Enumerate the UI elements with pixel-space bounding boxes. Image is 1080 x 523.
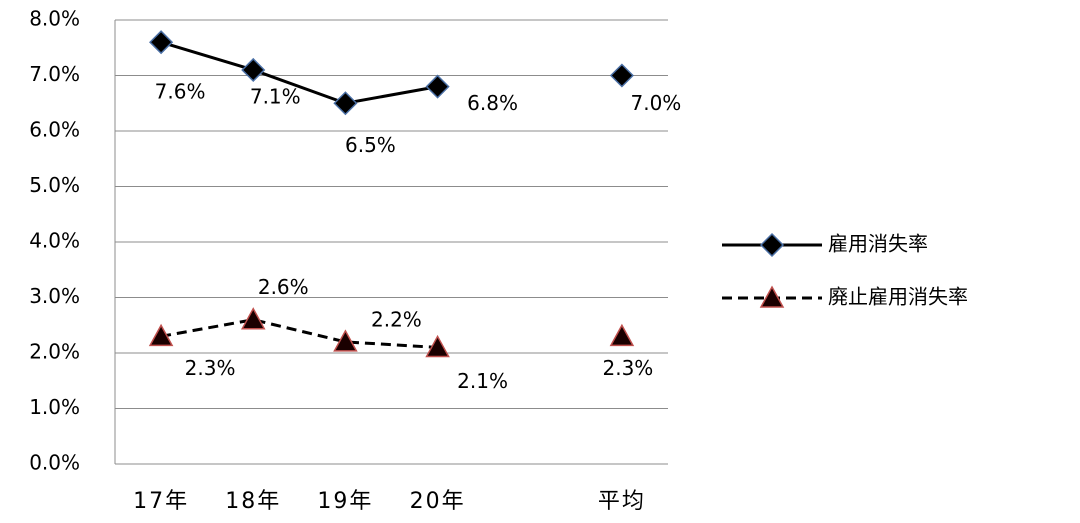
- legend-marker: [759, 285, 785, 308]
- x-tick-label: 19年: [317, 489, 373, 514]
- data-point: [148, 323, 174, 347]
- data-point: [425, 334, 450, 358]
- data-point: [240, 307, 266, 330]
- y-tick-label: 4.0%: [29, 229, 80, 253]
- data-label: 2.2%: [371, 307, 422, 331]
- data-label: 2.6%: [258, 275, 309, 299]
- data-label: 6.5%: [345, 133, 396, 157]
- series-line: [161, 42, 622, 103]
- x-tick-label: 20年: [410, 489, 466, 514]
- y-tick-label: 6.0%: [29, 118, 80, 142]
- data-label: 7.6%: [155, 80, 206, 104]
- data-point: [333, 91, 358, 116]
- x-tick-label: 18年: [225, 489, 281, 514]
- data-point: [241, 57, 266, 83]
- y-tick-label: 0.0%: [29, 451, 80, 475]
- data-point: [425, 74, 450, 99]
- y-tick-label: 1.0%: [29, 395, 80, 419]
- y-tick-label: 2.0%: [29, 340, 80, 364]
- data-point: [149, 30, 174, 55]
- data-label: 7.1%: [250, 84, 301, 108]
- y-tick-label: 3.0%: [29, 284, 80, 308]
- legend-label: 廃止雇用消失率: [828, 285, 968, 309]
- y-tick-label: 8.0%: [29, 7, 80, 31]
- data-point: [333, 329, 358, 352]
- data-label: 2.3%: [603, 356, 654, 380]
- data-label: 2.1%: [457, 369, 508, 393]
- data-label: 2.3%: [185, 356, 236, 380]
- legend-label: 雇用消失率: [828, 232, 928, 256]
- data-label: 6.8%: [467, 91, 518, 115]
- data-point: [609, 63, 634, 88]
- legend-marker: [759, 232, 785, 258]
- x-tick-label: 平均: [598, 489, 646, 514]
- data-label: 7.0%: [631, 91, 682, 115]
- y-tick-label: 5.0%: [29, 173, 80, 197]
- x-tick-label: 17年: [133, 489, 189, 514]
- data-point: [609, 323, 635, 347]
- y-tick-label: 7.0%: [29, 62, 80, 86]
